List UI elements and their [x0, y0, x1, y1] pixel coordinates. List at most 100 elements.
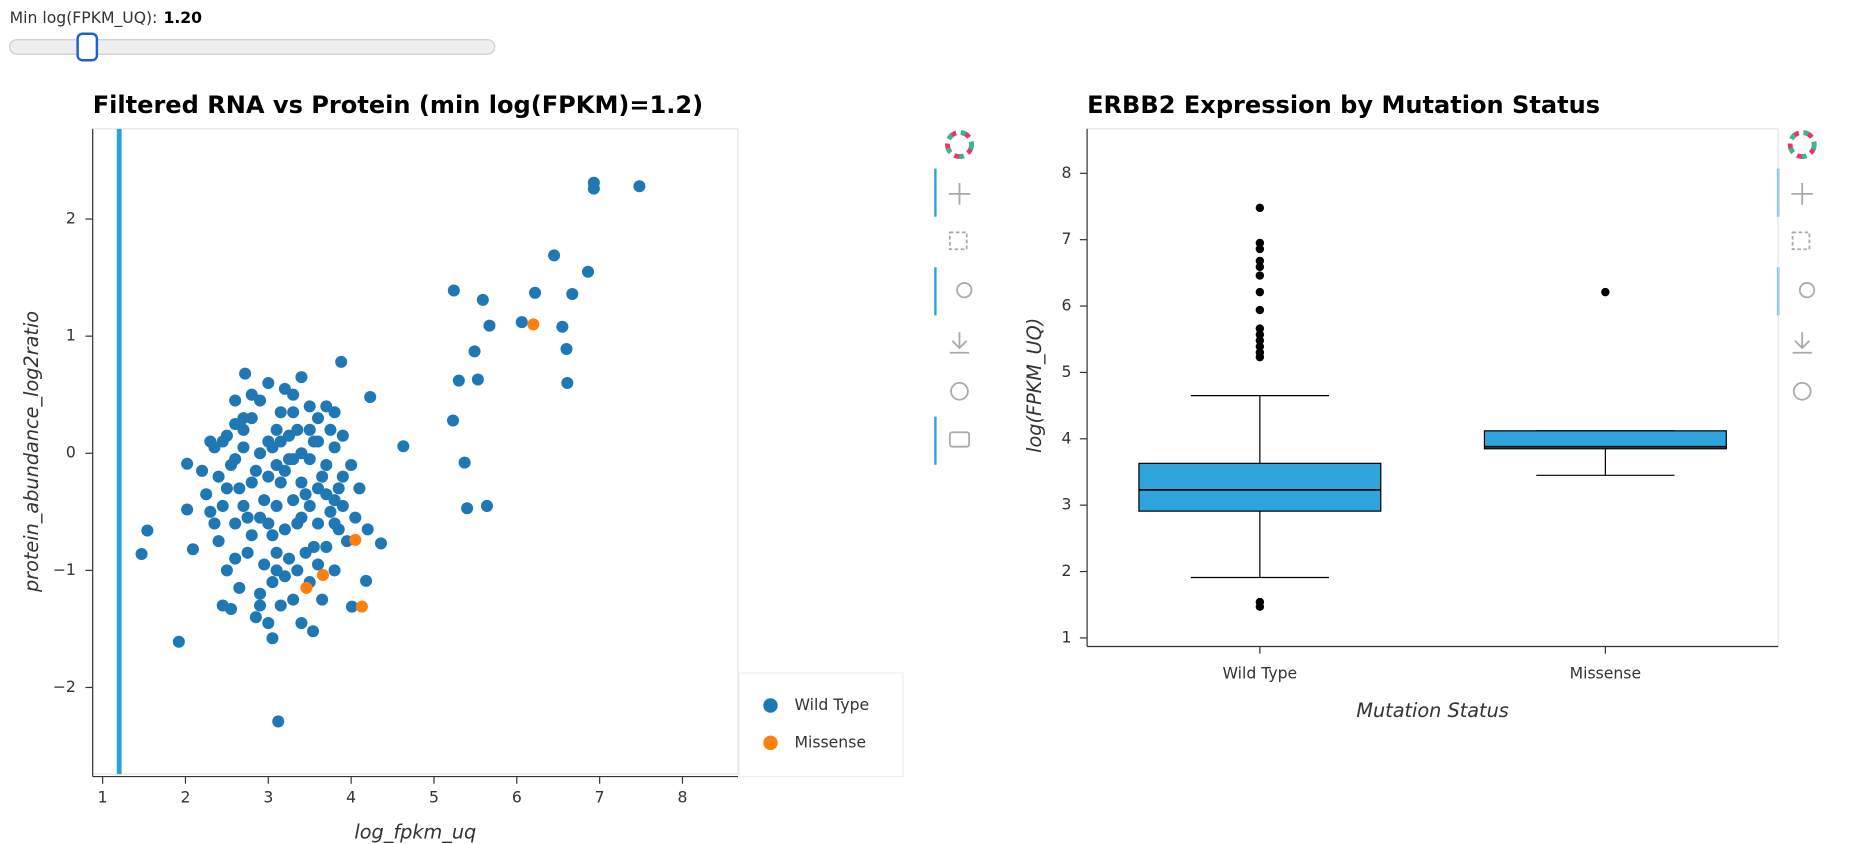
hover-tool[interactable] [948, 431, 971, 448]
y-tick-label: −1 [53, 560, 76, 579]
scatter-point [262, 517, 275, 530]
scatter-point [241, 511, 254, 524]
plot-frame [1086, 128, 1779, 648]
pan-tool[interactable] [1791, 183, 1814, 205]
x-tick-label: 2 [180, 788, 190, 807]
scatter-point [287, 453, 300, 466]
x-tick-label: Wild Type [1223, 664, 1298, 683]
scatter-point [336, 499, 349, 512]
scatter-point [245, 476, 258, 489]
scatter-point [141, 524, 154, 537]
y-tick-label: 0 [66, 443, 76, 462]
y-tick-label: −2 [53, 677, 76, 696]
outlier [1255, 305, 1265, 315]
scatter-point [316, 569, 329, 582]
scatter-point [258, 558, 271, 571]
scatter-point [303, 423, 316, 436]
plot-frame [92, 128, 739, 775]
reset-tool[interactable] [1792, 381, 1812, 401]
scatter-point [272, 715, 285, 728]
scatter-point [278, 464, 291, 477]
save-tool[interactable] [1792, 332, 1812, 354]
scatter-point [303, 400, 316, 413]
x-tick-label: 7 [595, 788, 605, 807]
scatter-point [364, 391, 377, 404]
scatter-point [307, 435, 320, 448]
outlier [1255, 262, 1265, 272]
scatter-point [311, 558, 325, 571]
scatter-point [262, 470, 275, 483]
scatter-point [587, 182, 600, 195]
pan-tool[interactable] [948, 183, 971, 205]
chart-title: ERBB2 Expression by Mutation Status [1087, 91, 1600, 119]
outlier [1601, 287, 1610, 297]
scatter-point [328, 441, 341, 454]
scatter-point [186, 543, 199, 556]
scatter-point [270, 564, 283, 577]
scatter-point [237, 423, 250, 436]
save-tool[interactable] [949, 332, 970, 354]
wheel-zoom-tool[interactable] [1798, 282, 1816, 299]
scatter-point [561, 376, 574, 390]
scatter-point [295, 476, 308, 489]
scatter-point [208, 517, 221, 530]
x-tick-label: 4 [346, 788, 356, 807]
scatter-point [295, 371, 308, 384]
scatter-point [287, 406, 300, 419]
box-zoom-tool[interactable] [1791, 231, 1811, 251]
scatter-point [262, 617, 275, 630]
scatter-point [447, 414, 460, 427]
box-zoom-tool[interactable] [948, 231, 968, 251]
y-tick-label: 6 [1061, 296, 1071, 315]
scatter-point [245, 388, 258, 401]
outlier [1255, 330, 1265, 339]
scatter-point [239, 367, 252, 380]
x-tick-label: 6 [512, 788, 522, 807]
scatter-point [245, 529, 258, 542]
toolbar [1776, 130, 1817, 401]
wheel-zoom-tool[interactable] [956, 282, 973, 299]
scatter-point [345, 458, 358, 471]
scatter-point [233, 581, 246, 594]
scatter-point [476, 293, 489, 306]
reset-tool[interactable] [950, 381, 969, 401]
slider-track[interactable] [9, 39, 496, 55]
scatter-point [324, 505, 337, 518]
y-tick-label: 7 [1061, 229, 1071, 248]
outlier [1255, 244, 1265, 254]
scatter-point [181, 503, 194, 516]
outlier [1255, 238, 1265, 248]
scatter-point [216, 499, 229, 512]
scatter-point [374, 537, 387, 550]
scatter-point [270, 499, 283, 512]
scatter-point [336, 470, 349, 483]
scatter-point [291, 423, 304, 436]
scatter-point [299, 488, 312, 501]
legend-label: Wild Type [795, 695, 870, 714]
scatter-point [274, 599, 287, 612]
scatter-point [452, 374, 465, 387]
scatter-point [229, 552, 242, 565]
scatter-point [349, 511, 362, 524]
scatter-point [349, 533, 362, 546]
legend-marker [763, 735, 778, 751]
scatter-point [360, 574, 373, 587]
y-tick-label: 8 [1061, 163, 1071, 182]
scatter-point [237, 412, 250, 425]
scatter-point [200, 488, 213, 501]
scatter-point [172, 635, 185, 648]
scatter-point [249, 464, 262, 477]
scatter-point [328, 517, 341, 530]
legend-marker [763, 698, 778, 713]
scatter-point [332, 482, 345, 495]
scatter-point [527, 318, 540, 331]
scatter-point [266, 632, 279, 645]
outlier [1255, 336, 1265, 345]
scatter-point [216, 435, 229, 448]
y-tick-label: 4 [1061, 428, 1071, 447]
scatter-point [320, 540, 333, 553]
scatter-point [397, 440, 410, 453]
scatter-point [270, 546, 283, 559]
slider-handle[interactable] [76, 32, 99, 62]
